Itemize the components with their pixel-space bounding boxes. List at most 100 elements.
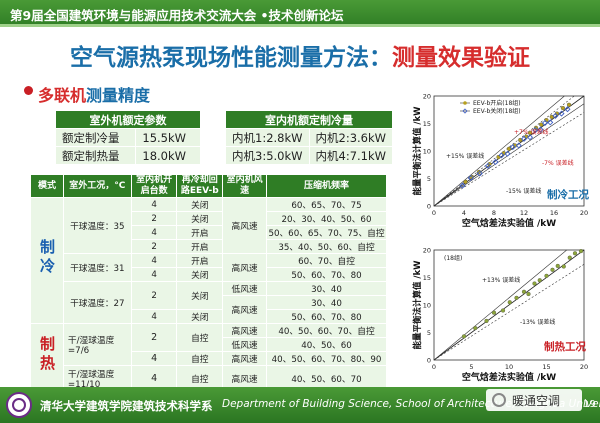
reference-line [433,249,585,361]
freq-cell: 60、70、自控 [265,253,388,268]
x-axis-label: 空气焓差法实验值 /kW [462,371,556,383]
error-band-line [433,95,575,207]
data-point [555,263,560,269]
units-cell: 4 [130,253,178,268]
y-tick-label: 10 [423,302,431,310]
data-point [463,179,468,184]
eev-cell: 关闭 [176,309,224,324]
y-tick-label: 10 [423,148,431,156]
data-point [526,291,531,297]
watermark-text: 暖通空调 [512,394,561,408]
chart-title: 制热工况 [544,340,586,353]
data-point [504,150,511,157]
eev-cell: 自控 [176,323,224,352]
title-highlight: 测量效果验证 [392,45,530,71]
eev-cell: 自控 [176,351,224,366]
outdoor-value: 18.0kW [135,146,201,165]
x-tick-label: 4 [462,209,466,217]
eev-cell: 开启 [176,225,224,240]
heating-scatter-chart: 0 5 10 15 20 0 5 10 15 20 空气焓差法实验值 /kW 能量平衡法计算值 /kW… [412,247,588,384]
error-band-line [433,112,585,207]
eev-cell: 关闭 [176,281,224,310]
error-line-annotation: +7% 误差线 [514,128,548,136]
outdoor-label: 额定制热量 [54,146,137,165]
fan-cell: 低风速 [222,337,267,352]
y-tick-label: 20 [423,93,431,101]
mode-cell-heating: 制热 [30,323,64,392]
data-point [560,106,566,111]
data-point [561,264,566,269]
mode-heating-label: 制热 [37,335,56,374]
legend-marker [462,108,468,114]
freq-cell: 50、60、65、70、75、自控 [265,225,388,240]
units-cell: 4 [130,267,178,282]
cooling-scatter-chart: 0 4 8 12 16 20 0 5 10 15 20 空气焓差法实验值 /kW 能量平衡法计算值 /k… [412,93,589,230]
indoor-cell: 内机4:7.1kW [308,146,394,165]
bullet-icon [24,86,33,95]
freq-cell: 30、40 [265,281,388,296]
data-point [537,278,542,283]
col-header: 压缩机频率 [265,174,388,198]
outdoor-table-header: 室外机额定参数 [55,110,201,129]
error-line-annotation: -7% 误差线 [542,159,574,167]
chart-title: 制冷工况 [547,188,589,201]
indoor-table-header: 室内机额定制冷量 [224,110,394,129]
wechat-icon [492,393,506,407]
data-point [572,251,578,256]
indoor-cell: 内机3:5.0kW [225,146,310,165]
data-point [564,106,571,113]
data-point [544,273,549,278]
data-point [515,142,522,149]
units-cell: 4 [130,197,178,212]
data-point [484,318,489,324]
y-tick-label: 0 [427,203,431,211]
indoor-cell: 内机1:2.8kW [225,128,310,147]
data-point [550,267,555,272]
units-cell: 2 [130,281,178,310]
reference-line [433,95,585,207]
data-point [541,119,549,126]
data-point [492,158,499,166]
data-point [558,110,565,117]
freq-cell: 30、40 [265,295,388,310]
y-tick-label: 5 [427,175,431,183]
col-header: 再冷却回路EEV-b [176,174,224,198]
col-header: 室外工况，°C [62,174,132,198]
freq-cell: 50、60、70、80 [265,309,388,324]
header-stripe [0,24,600,27]
error-line-annotation: -13% 误差线 [520,318,555,326]
data-point [506,146,512,151]
slide-title: 空气源热泵现场性能测量方法：测量效果验证 [0,38,600,72]
data-point [520,135,528,142]
data-point [552,112,559,119]
y-tick-label: 5 [427,329,431,337]
x-tick-label: 20 [580,209,588,217]
footer-cn: 清华大学建筑学院建筑技术科学系 [40,399,213,413]
freq-cell: 40、50、60、70、80、90 [265,351,388,366]
freq-cell: 40、50、60、70、自控 [265,323,388,338]
chart-subtitle: (18组) [444,254,462,262]
data-point [484,162,492,169]
x-tick-label: 15 [542,363,550,371]
data-point [566,102,572,107]
data-point [509,144,516,151]
eev-cell: 关闭 [176,267,224,282]
data-point [567,255,572,260]
mode-cooling-label: 制冷 [37,238,56,277]
y-tick-label: 20 [423,247,431,255]
data-point [467,174,474,181]
fan-cell: 高风速 [222,295,267,324]
y-axis-label: 能量平衡法计算值 /kW [412,106,423,196]
x-tick-label: 12 [520,209,528,217]
x-tick-label: 16 [550,209,558,217]
col-header: 室内机开启台数 [130,174,178,198]
eev-cell: 开启 [176,239,224,254]
section-heading: 多联机测量精度 [38,82,150,106]
section-rest: 测量精度 [86,86,151,105]
data-point [498,152,505,159]
outdoor-value: 15.5kW [135,128,201,147]
university-logo-icon [6,392,32,418]
eev-cell: 关闭 [176,197,224,212]
condition-cell: 干球温度：27 [62,281,132,324]
eev-cell: 关闭 [176,211,224,226]
